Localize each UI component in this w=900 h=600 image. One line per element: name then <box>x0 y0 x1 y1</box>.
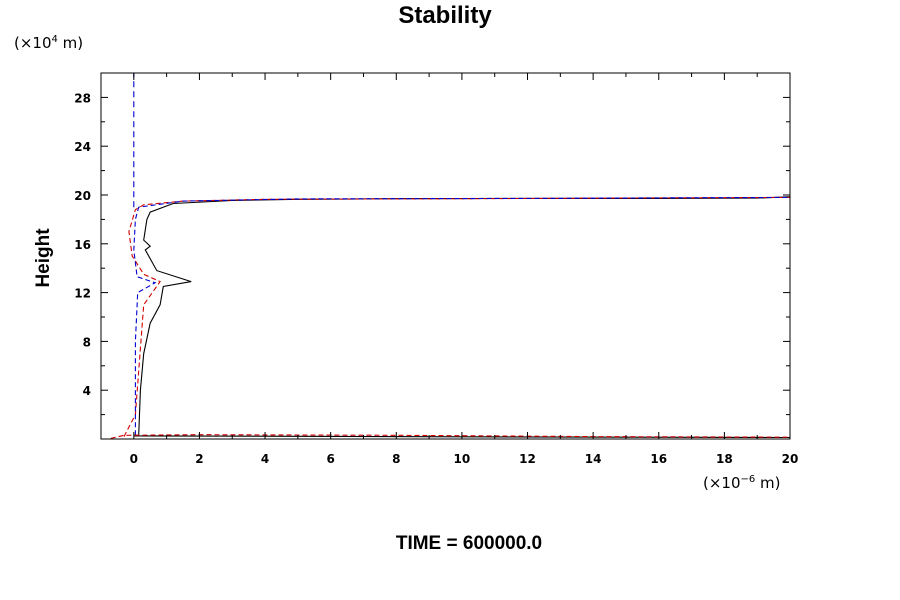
x-unit-suffix: m) <box>755 474 780 492</box>
plot-frame <box>100 72 791 440</box>
x-tick-label: 6 <box>326 452 334 466</box>
series-line-solid-black <box>138 196 791 436</box>
x-tick-label: 2 <box>195 452 203 466</box>
time-label: TIME = 600000.0 <box>396 533 542 554</box>
x-tick-label: 20 <box>782 452 799 466</box>
x-tick-label: 14 <box>585 452 602 466</box>
chart-title: Stability <box>398 2 492 29</box>
series-line-dashed-red <box>123 196 791 437</box>
x-tick-label: 10 <box>454 452 471 466</box>
y-unit-suffix: m) <box>58 34 83 52</box>
y-tick-label: 8 <box>83 335 91 349</box>
x-unit-prefix: (×10 <box>703 474 741 492</box>
y-axis-unit-label: (×104 m) <box>14 34 83 52</box>
y-tick-label: 20 <box>74 189 91 203</box>
series-layer <box>110 73 791 439</box>
y-unit-exponent: 4 <box>52 34 58 45</box>
x-tick-label: 0 <box>130 452 138 466</box>
y-unit-prefix: (×10 <box>14 34 52 52</box>
x-axis-unit-label: (×10−6 m) <box>703 474 781 492</box>
x-tick-label: 16 <box>650 452 667 466</box>
x-tick-label: 4 <box>261 452 269 466</box>
series-line-dashed-blue <box>133 196 791 436</box>
y-tick-label: 28 <box>74 91 91 105</box>
y-axis-title: Height <box>33 228 54 288</box>
y-tick-label: 4 <box>83 384 91 398</box>
x-tick-label: 18 <box>716 452 733 466</box>
y-tick-label: 24 <box>74 140 91 154</box>
x-unit-exponent: −6 <box>741 474 756 485</box>
y-tick-label: 12 <box>74 287 91 301</box>
x-tick-label: 8 <box>392 452 400 466</box>
y-tick-label: 16 <box>74 238 91 252</box>
x-tick-label: 12 <box>519 452 536 466</box>
